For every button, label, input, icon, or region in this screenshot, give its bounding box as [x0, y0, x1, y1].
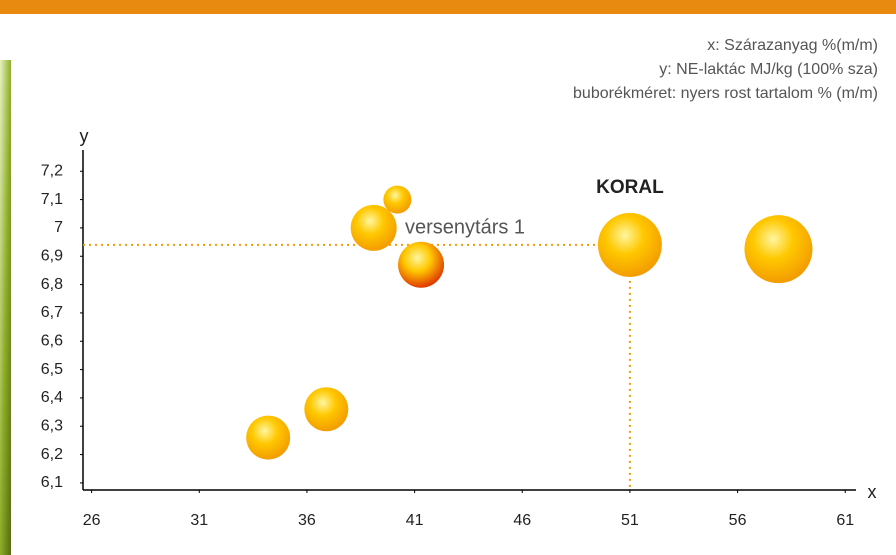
- y-tick-label: 7,2: [41, 162, 63, 179]
- side-strip: [0, 60, 11, 555]
- bubble: [304, 387, 348, 431]
- axis-note: y: NE-laktác MJ/kg (100% sza): [659, 61, 878, 78]
- y-tick-label: 6,2: [41, 446, 63, 463]
- axis-note: x: Szárazanyag %(m/m): [707, 37, 878, 54]
- x-tick-label: 36: [298, 512, 316, 529]
- y-axis-label: y: [80, 126, 89, 146]
- bubble: [744, 215, 812, 283]
- y-tick-label: 6,5: [41, 361, 63, 378]
- y-tick-label: 6,6: [41, 332, 63, 349]
- y-tick-label: 7,1: [41, 191, 63, 208]
- bubble: [598, 213, 662, 277]
- bubble: [383, 186, 411, 214]
- y-tick-label: 6,3: [41, 417, 63, 434]
- bubble: [246, 416, 290, 460]
- annotation: KORAL: [596, 177, 664, 198]
- x-tick-label: 26: [83, 512, 101, 529]
- y-tick-label: 6,4: [41, 389, 63, 406]
- y-tick-label: 6,9: [41, 247, 63, 264]
- x-tick-label: 31: [190, 512, 208, 529]
- chart: x: Szárazanyag %(m/m) y: NE-laktác MJ/kg…: [0, 0, 896, 555]
- axis-note: buborékméret: nyers rost tartalom % (m/m…: [573, 85, 878, 102]
- y-tick-label: 7: [54, 219, 63, 236]
- x-tick-label: 41: [406, 512, 424, 529]
- bubble: [398, 242, 444, 288]
- x-tick-label: 56: [729, 512, 747, 529]
- y-tick-label: 6,8: [41, 276, 63, 293]
- annotation: versenytárs 1: [405, 216, 525, 238]
- y-tick-label: 6,1: [41, 474, 63, 491]
- x-tick-label: 51: [621, 512, 639, 529]
- bubble: [351, 205, 397, 251]
- x-tick-label: 46: [513, 512, 531, 529]
- x-axis-label: x: [868, 482, 877, 502]
- top-bar: [0, 0, 896, 14]
- y-tick-label: 6,7: [41, 304, 63, 321]
- x-tick-label: 61: [836, 512, 854, 529]
